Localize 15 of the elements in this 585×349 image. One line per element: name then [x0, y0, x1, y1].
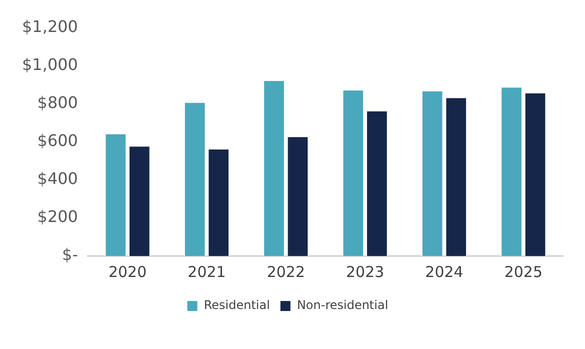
x-tick-label: 2021 [188, 262, 226, 281]
x-tick-label: 2025 [504, 262, 543, 281]
x-tick-label: 2022 [266, 262, 305, 281]
y-tick-label: $800 [37, 92, 78, 112]
y-tick-label: $1,200 [22, 16, 78, 36]
y-tick-label: $200 [37, 207, 78, 226]
legend-label: Residential [204, 298, 270, 312]
x-tick-label: 2020 [108, 262, 147, 281]
x-tick-label: 2023 [346, 262, 384, 281]
legend-label: Non-residential [296, 298, 388, 312]
y-tick-label: $600 [37, 130, 78, 150]
x-tick-label: 2024 [425, 262, 464, 281]
y-tick-label: $1,000 [22, 54, 78, 74]
y-tick-label: $400 [37, 169, 78, 188]
y-tick-label: $- [62, 245, 78, 264]
